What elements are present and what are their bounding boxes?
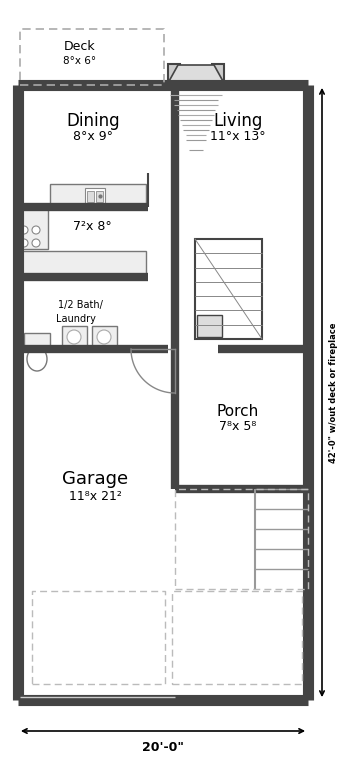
Bar	[195, 239, 262, 339]
Bar	[24, 333, 50, 348]
Text: 1/2 Bath/: 1/2 Bath/	[57, 300, 102, 310]
Bar	[50, 184, 146, 206]
Ellipse shape	[27, 347, 47, 371]
Polygon shape	[168, 65, 224, 83]
Text: 7²x 8°: 7²x 8°	[73, 221, 111, 234]
Bar	[85, 188, 105, 204]
Text: Dining: Dining	[66, 112, 120, 130]
Bar	[62, 326, 87, 348]
Text: Porch: Porch	[217, 404, 259, 418]
Text: 7⁸x 5⁸: 7⁸x 5⁸	[219, 421, 257, 434]
Bar	[303, 541, 313, 551]
Text: 42'-0" w/out deck or fireplace: 42'-0" w/out deck or fireplace	[329, 322, 338, 463]
Bar	[20, 251, 146, 277]
Text: Garage: Garage	[62, 470, 128, 488]
Text: 8°x 6°: 8°x 6°	[63, 56, 97, 66]
Text: 11°x 13°: 11°x 13°	[210, 129, 266, 142]
Circle shape	[97, 330, 111, 344]
Text: 8°x 9°: 8°x 9°	[73, 129, 113, 142]
Circle shape	[67, 330, 81, 344]
Text: 20'-0": 20'-0"	[142, 741, 184, 754]
Bar	[87, 191, 94, 202]
Bar	[168, 64, 180, 86]
Circle shape	[32, 226, 40, 234]
Text: 11⁸x 21²: 11⁸x 21²	[69, 491, 121, 504]
Circle shape	[20, 239, 28, 247]
Bar	[197, 315, 222, 337]
Circle shape	[20, 226, 28, 234]
Text: Living: Living	[213, 112, 263, 130]
Text: Deck: Deck	[64, 41, 96, 54]
Bar	[96, 191, 103, 202]
Bar	[92, 326, 117, 348]
Bar	[212, 64, 224, 86]
Text: Laundry: Laundry	[56, 314, 96, 324]
Circle shape	[32, 239, 40, 247]
Bar	[303, 461, 313, 471]
Bar	[20, 209, 48, 249]
